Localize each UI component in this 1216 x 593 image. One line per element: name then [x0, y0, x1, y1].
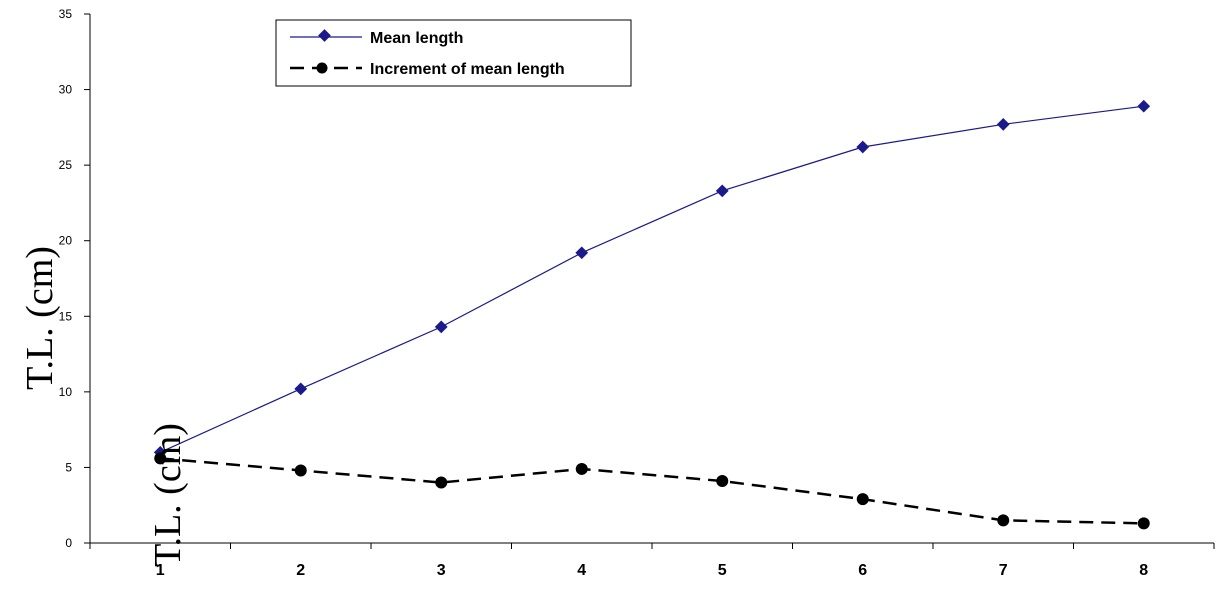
x-tick-label: 1 — [156, 562, 165, 579]
series-line-mean-length — [160, 105, 1144, 453]
data-point-increment — [154, 452, 167, 465]
y-tick-label: 20 — [59, 234, 73, 248]
data-point-mean-length — [575, 246, 589, 260]
data-point-mean-length — [294, 382, 308, 396]
axes: 0 5 10 15 20 25 30 35 1 2 3 4 5 6 7 8 — [59, 7, 1215, 579]
data-point-mean-length — [1137, 99, 1151, 113]
x-tick-label: 7 — [999, 562, 1008, 579]
x-tick-label: 2 — [296, 562, 305, 579]
series-layer — [153, 99, 1151, 530]
y-tick-label: 30 — [59, 83, 73, 97]
y-tick-label: 15 — [59, 309, 73, 323]
y-tick-label: 35 — [59, 7, 73, 21]
x-tick-label: 6 — [858, 562, 867, 579]
data-point-mean-length — [996, 117, 1010, 131]
legend-marker-increment — [316, 62, 328, 74]
data-point-mean-length — [434, 320, 448, 334]
series-line-increment — [160, 457, 1144, 525]
legend-label-mean-length: Mean length — [370, 30, 463, 47]
y-axis-title: T.L. (cm) — [19, 246, 61, 390]
data-point-increment — [997, 514, 1010, 527]
data-point-increment — [575, 462, 588, 475]
y-tick-label: 5 — [65, 460, 72, 474]
y-tick-label: 25 — [59, 158, 73, 172]
legend-marker-mean-length — [318, 29, 331, 42]
x-tick-label: 8 — [1139, 562, 1148, 579]
legend: Mean length Increment of mean length — [275, 19, 632, 87]
data-point-increment — [856, 493, 869, 506]
data-point-mean-length — [856, 140, 870, 154]
x-tick-label: 5 — [718, 562, 727, 579]
data-point-increment — [1137, 517, 1150, 530]
x-tick-label: 4 — [577, 562, 586, 579]
legend-label-increment: Increment of mean length — [370, 61, 565, 78]
y-tick-label: 10 — [59, 385, 73, 399]
data-point-increment — [294, 464, 307, 477]
data-point-increment — [716, 475, 729, 488]
y-tick-label: 0 — [65, 536, 72, 550]
data-point-increment — [435, 476, 448, 489]
x-tick-label: 3 — [437, 562, 446, 579]
legend-box — [275, 19, 632, 87]
y-axis-title-duplicate: T.L. (cm) — [147, 423, 189, 567]
data-point-mean-length — [715, 184, 729, 198]
